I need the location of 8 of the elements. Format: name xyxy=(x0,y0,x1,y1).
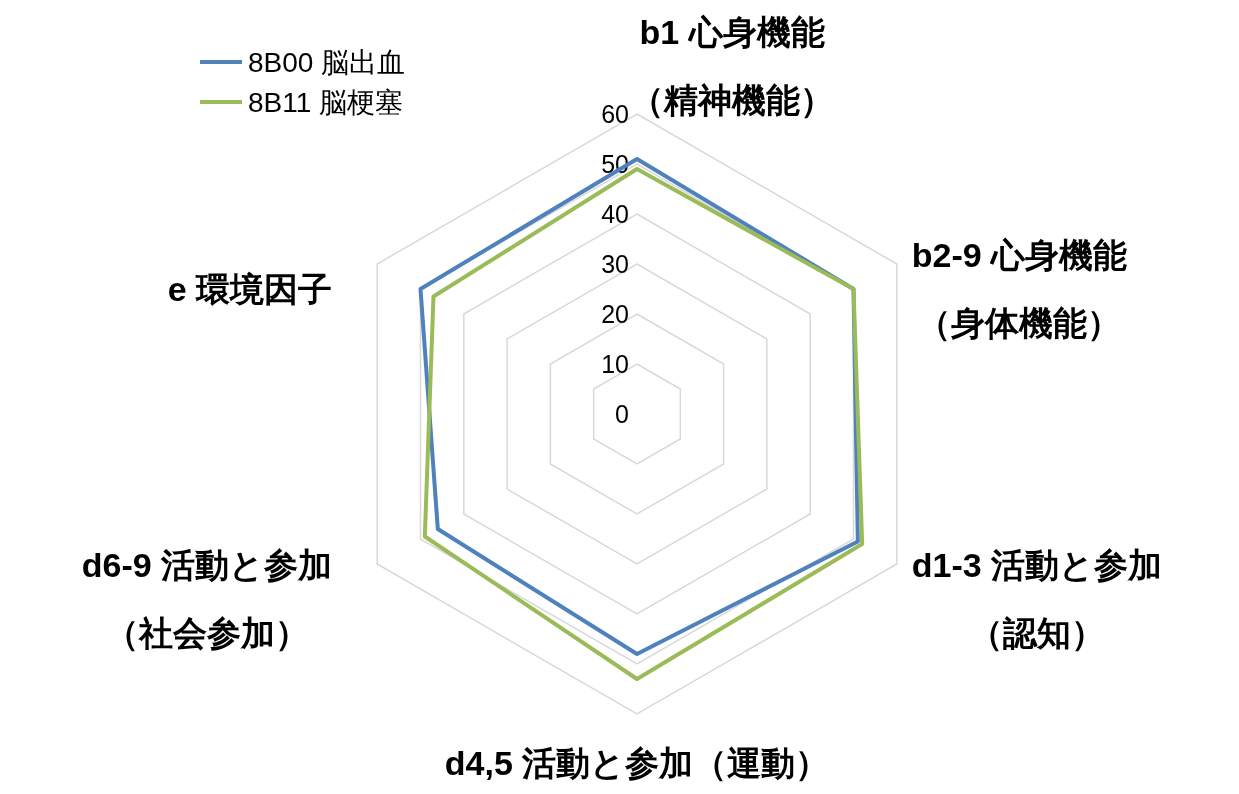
y-tick-label: 30 xyxy=(601,250,629,278)
y-tick-label: 10 xyxy=(601,350,629,378)
y-tick-label: 20 xyxy=(601,300,629,328)
y-tick-label: 60 xyxy=(601,100,629,128)
y-tick-label: 0 xyxy=(615,400,629,428)
legend-label: 8B11 脳梗塞 xyxy=(248,87,404,118)
y-tick-label: 40 xyxy=(601,200,629,228)
legend-label: 8B00 脳出血 xyxy=(248,47,406,78)
